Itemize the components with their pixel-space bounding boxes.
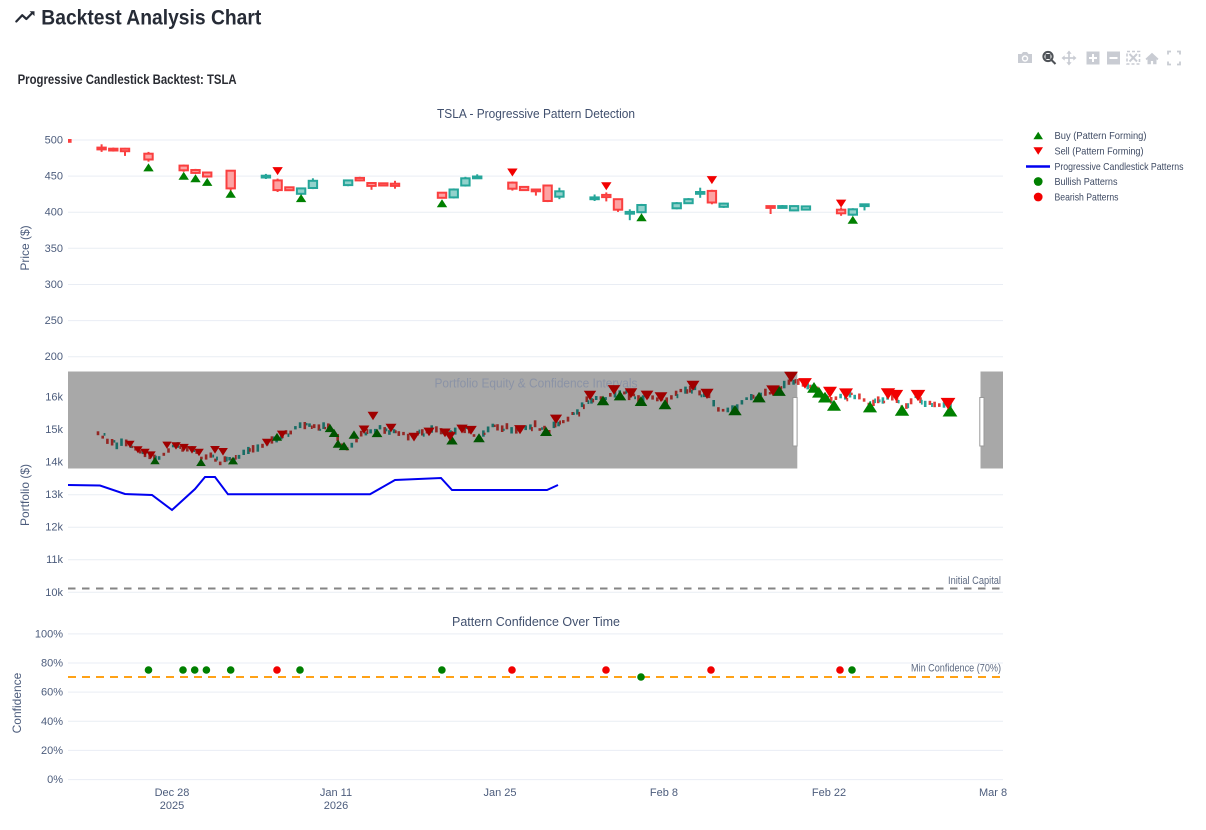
svg-text:2025: 2025 [160, 800, 184, 812]
svg-text:300: 300 [45, 279, 63, 291]
svg-text:40%: 40% [41, 716, 63, 728]
svg-text:Progressive Candlestick Patter: Progressive Candlestick Patterns [1055, 161, 1184, 173]
svg-text:Backtest Analysis Chart: Backtest Analysis Chart [41, 5, 261, 29]
svg-text:Progressive Candlestick Backte: Progressive Candlestick Backtest: TSLA [18, 72, 237, 88]
svg-text:80%: 80% [41, 658, 63, 670]
svg-text:20%: 20% [41, 745, 63, 757]
svg-text:Feb 22: Feb 22 [812, 787, 846, 799]
svg-text:Dec 28: Dec 28 [155, 787, 190, 799]
svg-text:450: 450 [45, 171, 63, 183]
svg-text:60%: 60% [41, 687, 63, 699]
svg-text:Buy (Pattern Forming): Buy (Pattern Forming) [1055, 130, 1147, 142]
svg-text:500: 500 [45, 135, 63, 147]
svg-text:15k: 15k [45, 424, 63, 436]
svg-text:Jan 11: Jan 11 [320, 787, 352, 799]
svg-text:12k: 12k [45, 522, 63, 534]
svg-text:0%: 0% [47, 774, 63, 786]
svg-text:16k: 16k [45, 392, 63, 404]
svg-text:Pattern Confidence Over Time: Pattern Confidence Over Time [452, 614, 620, 629]
svg-text:200: 200 [45, 351, 63, 363]
svg-text:Initial Capital: Initial Capital [948, 575, 1001, 587]
svg-text:400: 400 [45, 207, 63, 219]
svg-text:Feb 8: Feb 8 [650, 787, 678, 799]
svg-text:TSLA - Progressive Pattern Det: TSLA - Progressive Pattern Detection [437, 106, 635, 121]
svg-text:Portfolio ($): Portfolio ($) [18, 464, 32, 526]
svg-text:10k: 10k [45, 587, 63, 599]
svg-text:250: 250 [45, 315, 63, 327]
svg-text:Price ($): Price ($) [18, 225, 32, 270]
svg-text:350: 350 [45, 243, 63, 255]
svg-text:Mar 8: Mar 8 [979, 787, 1007, 799]
svg-text:100%: 100% [35, 628, 63, 640]
svg-text:Confidence: Confidence [10, 672, 24, 733]
svg-text:11k: 11k [46, 554, 63, 566]
svg-text:Bullish Patterns: Bullish Patterns [1055, 176, 1118, 188]
svg-text:14k: 14k [45, 457, 63, 469]
svg-text:13k: 13k [45, 489, 63, 501]
svg-text:Bearish Patterns: Bearish Patterns [1055, 192, 1119, 204]
svg-text:Jan 25: Jan 25 [483, 787, 516, 799]
svg-text:Portfolio Equity & Confidence: Portfolio Equity & Confidence Intervals [435, 376, 638, 391]
svg-text:Sell (Pattern Forming): Sell (Pattern Forming) [1055, 146, 1144, 158]
svg-text:Min Confidence (70%): Min Confidence (70%) [911, 663, 1001, 675]
svg-text:2026: 2026 [324, 800, 348, 812]
